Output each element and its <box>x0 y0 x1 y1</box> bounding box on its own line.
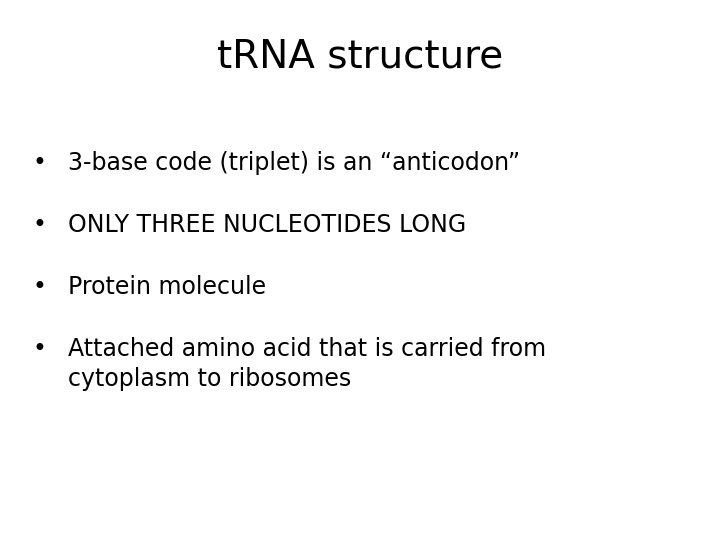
Text: •: • <box>32 275 47 299</box>
Text: •: • <box>32 151 47 175</box>
Text: •: • <box>32 213 47 237</box>
Text: Attached amino acid that is carried from
cytoplasm to ribosomes: Attached amino acid that is carried from… <box>68 338 546 391</box>
Text: Protein molecule: Protein molecule <box>68 275 266 299</box>
Text: ONLY THREE NUCLEOTIDES LONG: ONLY THREE NUCLEOTIDES LONG <box>68 213 467 237</box>
Text: 3-base code (triplet) is an “anticodon”: 3-base code (triplet) is an “anticodon” <box>68 151 521 175</box>
Text: tRNA structure: tRNA structure <box>217 38 503 76</box>
Text: •: • <box>32 338 47 361</box>
